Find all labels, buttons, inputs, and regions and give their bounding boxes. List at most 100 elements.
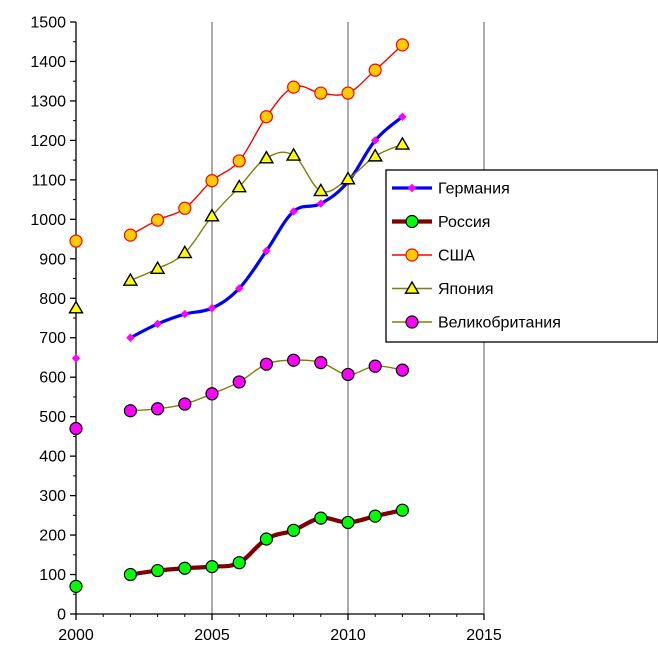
data-point xyxy=(204,208,220,222)
data-point xyxy=(153,319,162,329)
data-point xyxy=(205,174,219,188)
legend-swatch-marker xyxy=(405,315,419,329)
data-point xyxy=(123,404,137,418)
legend-swatch-marker xyxy=(405,214,419,229)
y-tick-label: 800 xyxy=(39,291,66,308)
y-tick-label: 1500 xyxy=(30,15,66,32)
data-point xyxy=(178,561,192,575)
data-point xyxy=(287,80,301,94)
data-point xyxy=(314,86,328,100)
data-point xyxy=(314,511,328,525)
data-point xyxy=(69,234,83,248)
data-point xyxy=(232,375,246,389)
data-point xyxy=(341,367,355,382)
x-tick-label: 2005 xyxy=(194,627,230,644)
data-point xyxy=(368,63,382,77)
data-point xyxy=(126,333,135,342)
y-tick-label: 300 xyxy=(39,488,66,505)
data-point xyxy=(232,556,246,570)
legend-swatch-marker xyxy=(407,183,417,193)
data-point xyxy=(151,402,165,416)
data-point xyxy=(287,523,301,537)
data-point xyxy=(231,179,247,193)
y-tick-label: 400 xyxy=(39,449,66,466)
legend-item: Россия xyxy=(392,214,490,231)
data-point xyxy=(316,199,326,208)
series-0 xyxy=(71,112,407,363)
data-point xyxy=(341,515,355,530)
data-point xyxy=(123,228,137,242)
data-point xyxy=(205,560,219,574)
series-4 xyxy=(69,353,409,436)
legend: Германия Россия США Япония Великобритания xyxy=(385,169,658,343)
data-point xyxy=(259,357,273,371)
data-point xyxy=(285,147,302,161)
data-point xyxy=(262,246,271,256)
data-point xyxy=(259,110,273,124)
y-tick-label: 1100 xyxy=(32,172,67,189)
series-2 xyxy=(69,38,409,248)
data-point xyxy=(69,421,83,436)
y-tick-label: 900 xyxy=(39,251,66,268)
legend-item: США xyxy=(392,248,475,265)
series-line xyxy=(130,143,403,282)
y-tick-label: 1400 xyxy=(30,54,66,71)
x-tick-label: 2010 xyxy=(330,627,366,644)
data-point xyxy=(287,353,301,367)
legend-item: Германия xyxy=(392,181,510,198)
data-point xyxy=(177,244,193,259)
data-point xyxy=(367,148,383,162)
data-point xyxy=(178,397,192,411)
data-point xyxy=(289,207,298,216)
data-point xyxy=(394,136,411,150)
data-point xyxy=(71,354,81,363)
data-point xyxy=(234,284,244,293)
legend-item: Япония xyxy=(392,280,494,298)
y-tick-label: 1000 xyxy=(30,212,66,229)
y-tick-label: 200 xyxy=(39,528,66,545)
y-tick-label: 1200 xyxy=(30,133,66,150)
data-point xyxy=(259,532,273,546)
data-point xyxy=(68,300,84,314)
legend-label: Германия xyxy=(438,181,510,198)
series-line xyxy=(129,115,404,340)
axes: 0 100 200 300 400 500 600 700 800 900 1000 1100 1200… xyxy=(30,15,501,645)
legend-label: Россия xyxy=(438,214,490,231)
data-point xyxy=(395,38,409,52)
data-point xyxy=(395,363,409,377)
legend-item: Великобритания xyxy=(392,315,561,332)
data-point xyxy=(149,260,166,275)
data-point xyxy=(341,86,355,100)
y-tick-label: 100 xyxy=(39,567,66,584)
series-1 xyxy=(69,503,409,593)
legend-label: США xyxy=(438,248,475,265)
data-point xyxy=(370,136,380,145)
data-point xyxy=(313,183,329,197)
data-point xyxy=(368,359,382,373)
y-tick-label: 600 xyxy=(39,370,66,387)
legend-label: Великобритания xyxy=(438,315,561,332)
data-point xyxy=(180,309,190,319)
legend-box xyxy=(385,169,658,343)
data-point xyxy=(205,387,219,401)
data-point xyxy=(151,213,165,227)
data-point xyxy=(395,503,409,517)
y-tick-label: 500 xyxy=(39,409,66,426)
series-line xyxy=(130,44,403,236)
data-point xyxy=(207,303,217,313)
x-tick-label: 2000 xyxy=(58,627,94,644)
legend-swatch-marker xyxy=(404,280,420,294)
series-group xyxy=(68,38,411,593)
data-point xyxy=(398,112,407,121)
data-point xyxy=(151,563,165,578)
data-point xyxy=(178,201,192,215)
data-point xyxy=(258,150,275,164)
data-point xyxy=(122,272,139,286)
legend-label: Япония xyxy=(438,281,494,298)
x-tick-label: 2015 xyxy=(466,627,502,644)
y-tick-label: 700 xyxy=(39,330,66,347)
y-tick-label: 1300 xyxy=(30,93,66,110)
data-point xyxy=(123,567,137,582)
y-tick-label: 0 xyxy=(57,607,66,624)
